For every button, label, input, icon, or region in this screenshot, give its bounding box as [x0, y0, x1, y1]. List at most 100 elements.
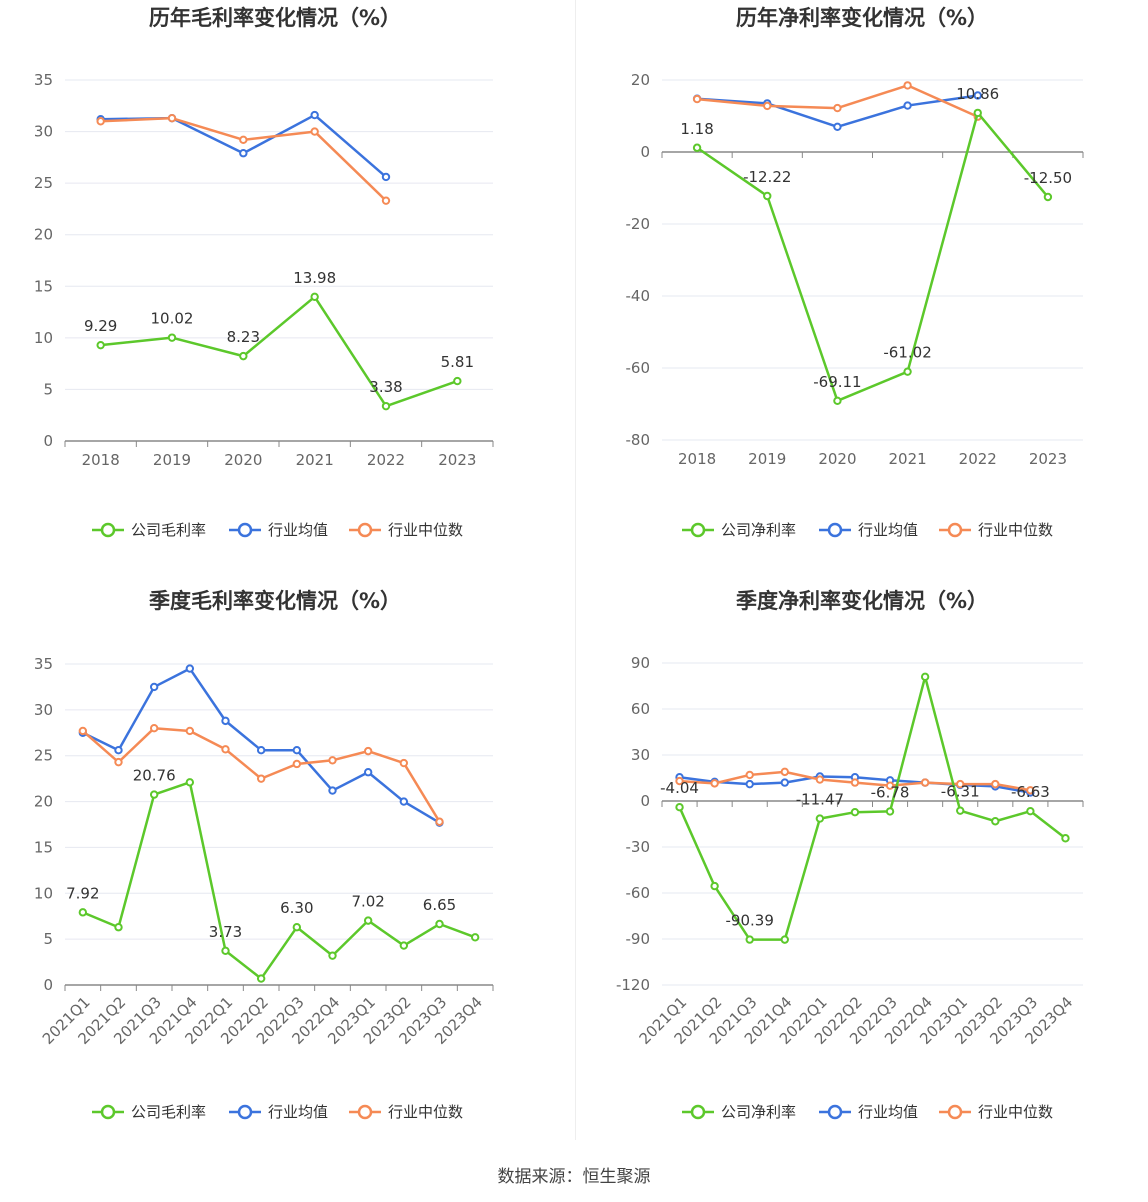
data-point-median [763, 101, 772, 111]
data-point-median [991, 779, 1000, 789]
data-point-median [381, 196, 391, 205]
y-tick-label: 35 [34, 655, 53, 673]
data-point-avg [833, 122, 842, 132]
data-point-median [920, 778, 930, 787]
data-label: 1.18 [680, 120, 713, 138]
data-point-company [1026, 806, 1035, 816]
data-point-avg [256, 746, 266, 755]
legend-marker-median [947, 1104, 963, 1120]
x-tick-label: 2019 [153, 451, 191, 469]
data-point-company [78, 908, 88, 917]
y-tick-label: -30 [626, 838, 651, 856]
chart-title: 季度毛利率变化情况（%） [149, 589, 401, 613]
data-source-note: 数据来源：恒生聚源 [497, 1167, 651, 1187]
data-point-avg [114, 746, 123, 755]
data-point-company [780, 935, 789, 944]
data-point-company [850, 807, 860, 817]
y-tick-label: 90 [631, 654, 650, 672]
data-point-company [435, 919, 444, 929]
x-tick-label: 2023 [438, 451, 476, 469]
data-point-median [745, 770, 754, 780]
data-point-median [167, 113, 177, 123]
data-point-median [833, 103, 842, 113]
data-point-median [96, 117, 105, 126]
data-point-avg [310, 110, 319, 120]
y-tick-label: 35 [34, 71, 53, 89]
x-tick-label: 2018 [678, 450, 716, 468]
y-tick-label: 0 [43, 976, 53, 994]
legend-marker-avg [237, 1104, 253, 1120]
data-point-median [435, 817, 444, 826]
data-point-company [381, 401, 391, 411]
data-label: 13.98 [293, 269, 336, 287]
y-tick-label: 20 [631, 71, 650, 89]
annual-net-margin-chart: 历年净利率变化情况（%） -80 -60 -40 -20 0 20 2018 2019 2020 2… [576, 0, 1148, 580]
x-tick-label: 2021 [296, 451, 334, 469]
legend-label-company: 公司毛利率 [131, 521, 206, 539]
data-point-median [114, 757, 123, 767]
data-label: 9.29 [84, 317, 117, 335]
y-tick-label: -90 [626, 930, 651, 948]
data-point-avg [973, 91, 982, 100]
data-point-company [710, 881, 719, 891]
data-point-median [310, 127, 319, 136]
series-line-company [82, 781, 476, 980]
data-point-company [956, 806, 965, 815]
data-point-company [167, 333, 177, 342]
data-point-avg [745, 779, 754, 789]
legend-marker-avg [827, 522, 843, 538]
data-point-median [399, 758, 409, 768]
chart-svg: 历年净利率变化情况（%） -80 -60 -40 -20 0 20 2018 2019 2020 2… [626, 6, 1084, 539]
x-tick-label: 2019 [748, 450, 786, 468]
data-point-median [850, 778, 860, 787]
x-tick-label: 2022 [367, 451, 405, 469]
series-line-company [100, 295, 458, 408]
data-label: 10.02 [151, 310, 194, 328]
series-line-median [100, 116, 387, 202]
y-tick-label: 30 [631, 746, 650, 764]
data-point-company [310, 292, 319, 302]
y-tick-label: 60 [631, 700, 650, 718]
data-label: -4.04 [660, 779, 699, 797]
data-point-company [815, 814, 825, 823]
data-point-company [114, 923, 123, 932]
legend-label-company: 公司净利率 [721, 521, 796, 539]
y-tick-label: 30 [34, 123, 53, 141]
legend-marker-median [947, 522, 963, 538]
y-tick-label: 15 [34, 277, 53, 295]
data-point-company [149, 790, 159, 799]
y-tick-label: -120 [616, 976, 650, 994]
legend-label-median: 行业中位数 [978, 1103, 1053, 1121]
y-tick-label: 5 [43, 380, 53, 398]
data-label: 10.86 [956, 85, 999, 103]
legend-label-avg: 行业均值 [858, 521, 918, 539]
data-point-median [292, 759, 302, 769]
legend-marker-median [357, 522, 373, 538]
x-tick-label: 2021 [888, 450, 926, 468]
y-tick-label: 10 [34, 884, 53, 902]
legend-label-median: 行业中位数 [388, 521, 463, 539]
data-point-avg [292, 746, 302, 755]
data-label: -12.22 [743, 168, 791, 186]
data-point-company [328, 951, 337, 960]
series-line-avg [100, 113, 387, 178]
data-label: 6.30 [280, 899, 313, 917]
data-label: -6.78 [871, 783, 910, 801]
data-point-company [903, 367, 912, 376]
data-point-company [470, 933, 480, 942]
quarterly-net-margin-chart: 季度净利率变化情况（%） -120 -90 -60 -30 0 30 60 90 2021Q1 20… [576, 582, 1148, 1162]
data-point-company [692, 143, 702, 152]
chart-svg: 季度毛利率变化情况（%）051015202530352021Q12021Q220… [34, 589, 494, 1121]
data-point-company [185, 778, 195, 787]
data-label: -61.02 [883, 344, 931, 362]
data-label: 6.65 [423, 896, 456, 914]
chart-title: 历年净利率变化情况（%） [736, 6, 988, 30]
data-point-avg [149, 682, 159, 692]
data-point-median [675, 776, 684, 786]
data-label: 20.76 [133, 767, 176, 785]
data-point-median [149, 724, 159, 733]
data-point-company [256, 974, 266, 983]
x-tick-label: 2023 [1029, 450, 1067, 468]
data-point-avg [381, 172, 391, 182]
data-point-median [256, 774, 266, 783]
